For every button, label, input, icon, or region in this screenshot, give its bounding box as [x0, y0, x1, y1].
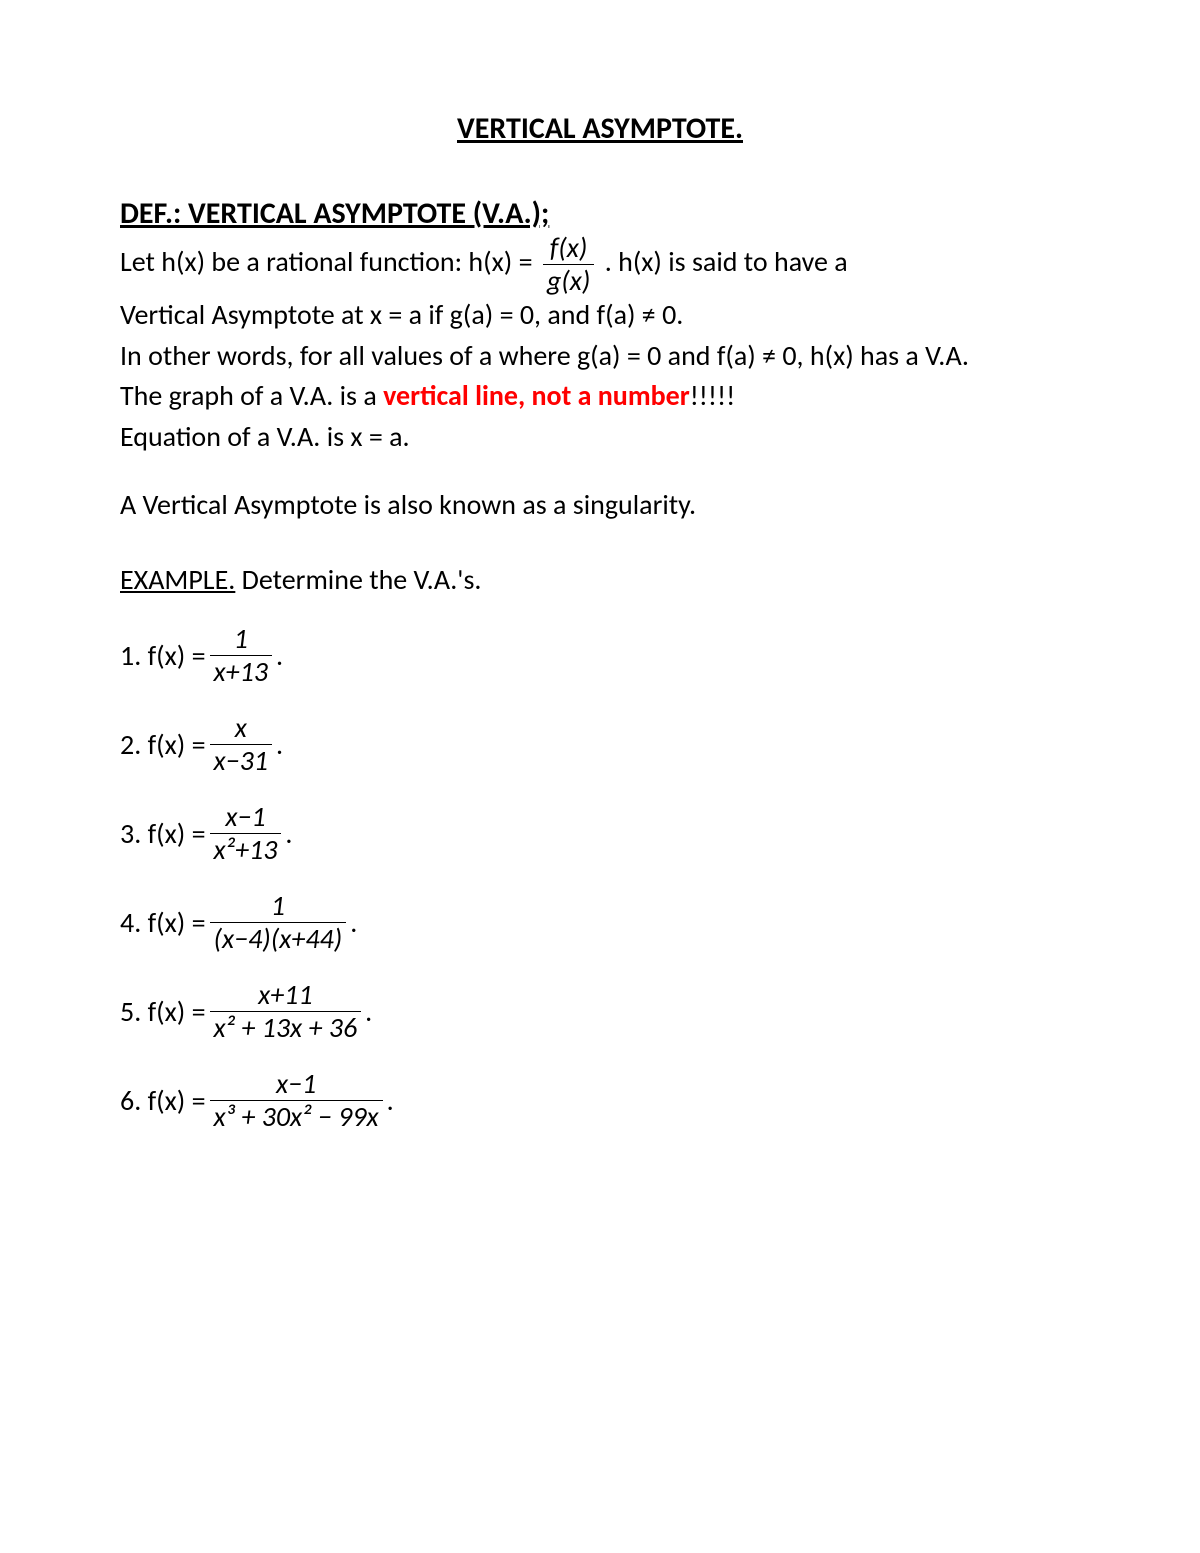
problem-period: .	[276, 638, 283, 673]
problem-lead: 1. f(x) =	[120, 638, 206, 673]
problem-fraction: xx−31	[210, 714, 272, 775]
problem-numerator: x	[210, 714, 272, 744]
fraction-fx-gx: f(x) g(x)	[543, 234, 595, 295]
page-title: VERTICAL ASYMPTOTE.	[120, 110, 1080, 147]
problem-numerator: 1	[210, 625, 272, 655]
problem-period: .	[387, 1083, 394, 1118]
definition-line-5: Equation of a V.A. is x = a.	[120, 417, 1080, 458]
problem-fraction: x+11x² + 13x + 36	[210, 981, 362, 1042]
def4-mid: ,	[518, 378, 532, 413]
def4-a: The graph of a V.A. is a	[120, 378, 383, 413]
problem-denominator: x² + 13x + 36	[210, 1011, 362, 1042]
problem-period: .	[365, 994, 372, 1029]
example-tail: Determine the V.A.'s.	[235, 562, 481, 597]
def4-b: !!!!!	[690, 378, 736, 413]
problem-denominator: x³ + 30x² − 99x	[210, 1100, 383, 1131]
problem-lead: 6. f(x) =	[120, 1083, 206, 1118]
definition-line-4: The graph of a V.A. is a vertical line, …	[120, 376, 1080, 417]
highlight-vertical-line: vertical line	[383, 378, 518, 413]
problem-row: 6. f(x) =x−1x³ + 30x² − 99x .	[120, 1070, 1080, 1131]
problem-row: 1. f(x) =1x+13 .	[120, 625, 1080, 686]
problem-row: 4. f(x) =1(x−4)(x+44) .	[120, 892, 1080, 953]
problem-numerator: x−1	[210, 803, 282, 833]
definition-heading: DEF.: VERTICAL ASYMPTOTE (V.A.);	[120, 195, 1080, 232]
problem-denominator: x−31	[210, 744, 272, 775]
problem-list: 1. f(x) =1x+13 .2. f(x) =xx−31 .3. f(x) …	[120, 625, 1080, 1131]
problem-numerator: x−1	[210, 1070, 383, 1100]
problem-numerator: 1	[210, 892, 347, 922]
problem-numerator: x+11	[210, 981, 362, 1011]
problem-row: 3. f(x) =x−1x²+13 .	[120, 803, 1080, 864]
problem-fraction: x−1x³ + 30x² − 99x	[210, 1070, 383, 1131]
problem-lead: 2. f(x) =	[120, 727, 206, 762]
spacer	[120, 457, 1080, 485]
problem-lead: 3. f(x) =	[120, 816, 206, 851]
example-heading: EXAMPLE. Determine the V.A.'s.	[120, 562, 1080, 597]
problem-denominator: x²+13	[210, 833, 282, 864]
problem-lead: 5. f(x) =	[120, 994, 206, 1029]
fraction-denominator: g(x)	[543, 264, 595, 295]
problem-period: .	[285, 816, 292, 851]
problem-row: 2. f(x) =xx−31 .	[120, 714, 1080, 775]
problem-lead: 4. f(x) =	[120, 905, 206, 940]
definition-line-3: In other words, for all values of a wher…	[120, 336, 1080, 377]
def-text-1b: . h(x) is said to have a	[605, 244, 848, 279]
problem-denominator: x+13	[210, 655, 272, 686]
fraction-numerator: f(x)	[543, 234, 595, 264]
definition-line-6: A Vertical Asymptote is also known as a …	[120, 485, 1080, 526]
problem-period: .	[350, 905, 357, 940]
document-page: VERTICAL ASYMPTOTE. DEF.: VERTICAL ASYMP…	[0, 0, 1200, 1553]
highlight-not-a-number: not a number	[532, 378, 690, 413]
problem-period: .	[276, 727, 283, 762]
problem-fraction: 1x+13	[210, 625, 272, 686]
definition-line-2: Vertical Asymptote at x = a if g(a) = 0,…	[120, 295, 1080, 336]
example-label: EXAMPLE.	[120, 562, 235, 597]
problem-fraction: 1(x−4)(x+44)	[210, 892, 347, 953]
problem-row: 5. f(x) =x+11x² + 13x + 36 .	[120, 981, 1080, 1042]
definition-line-1: Let h(x) be a rational function: h(x) = …	[120, 234, 1080, 295]
def-text-1a: Let h(x) be a rational function: h(x) =	[120, 244, 539, 279]
problem-denominator: (x−4)(x+44)	[210, 922, 347, 953]
problem-fraction: x−1x²+13	[210, 803, 282, 864]
